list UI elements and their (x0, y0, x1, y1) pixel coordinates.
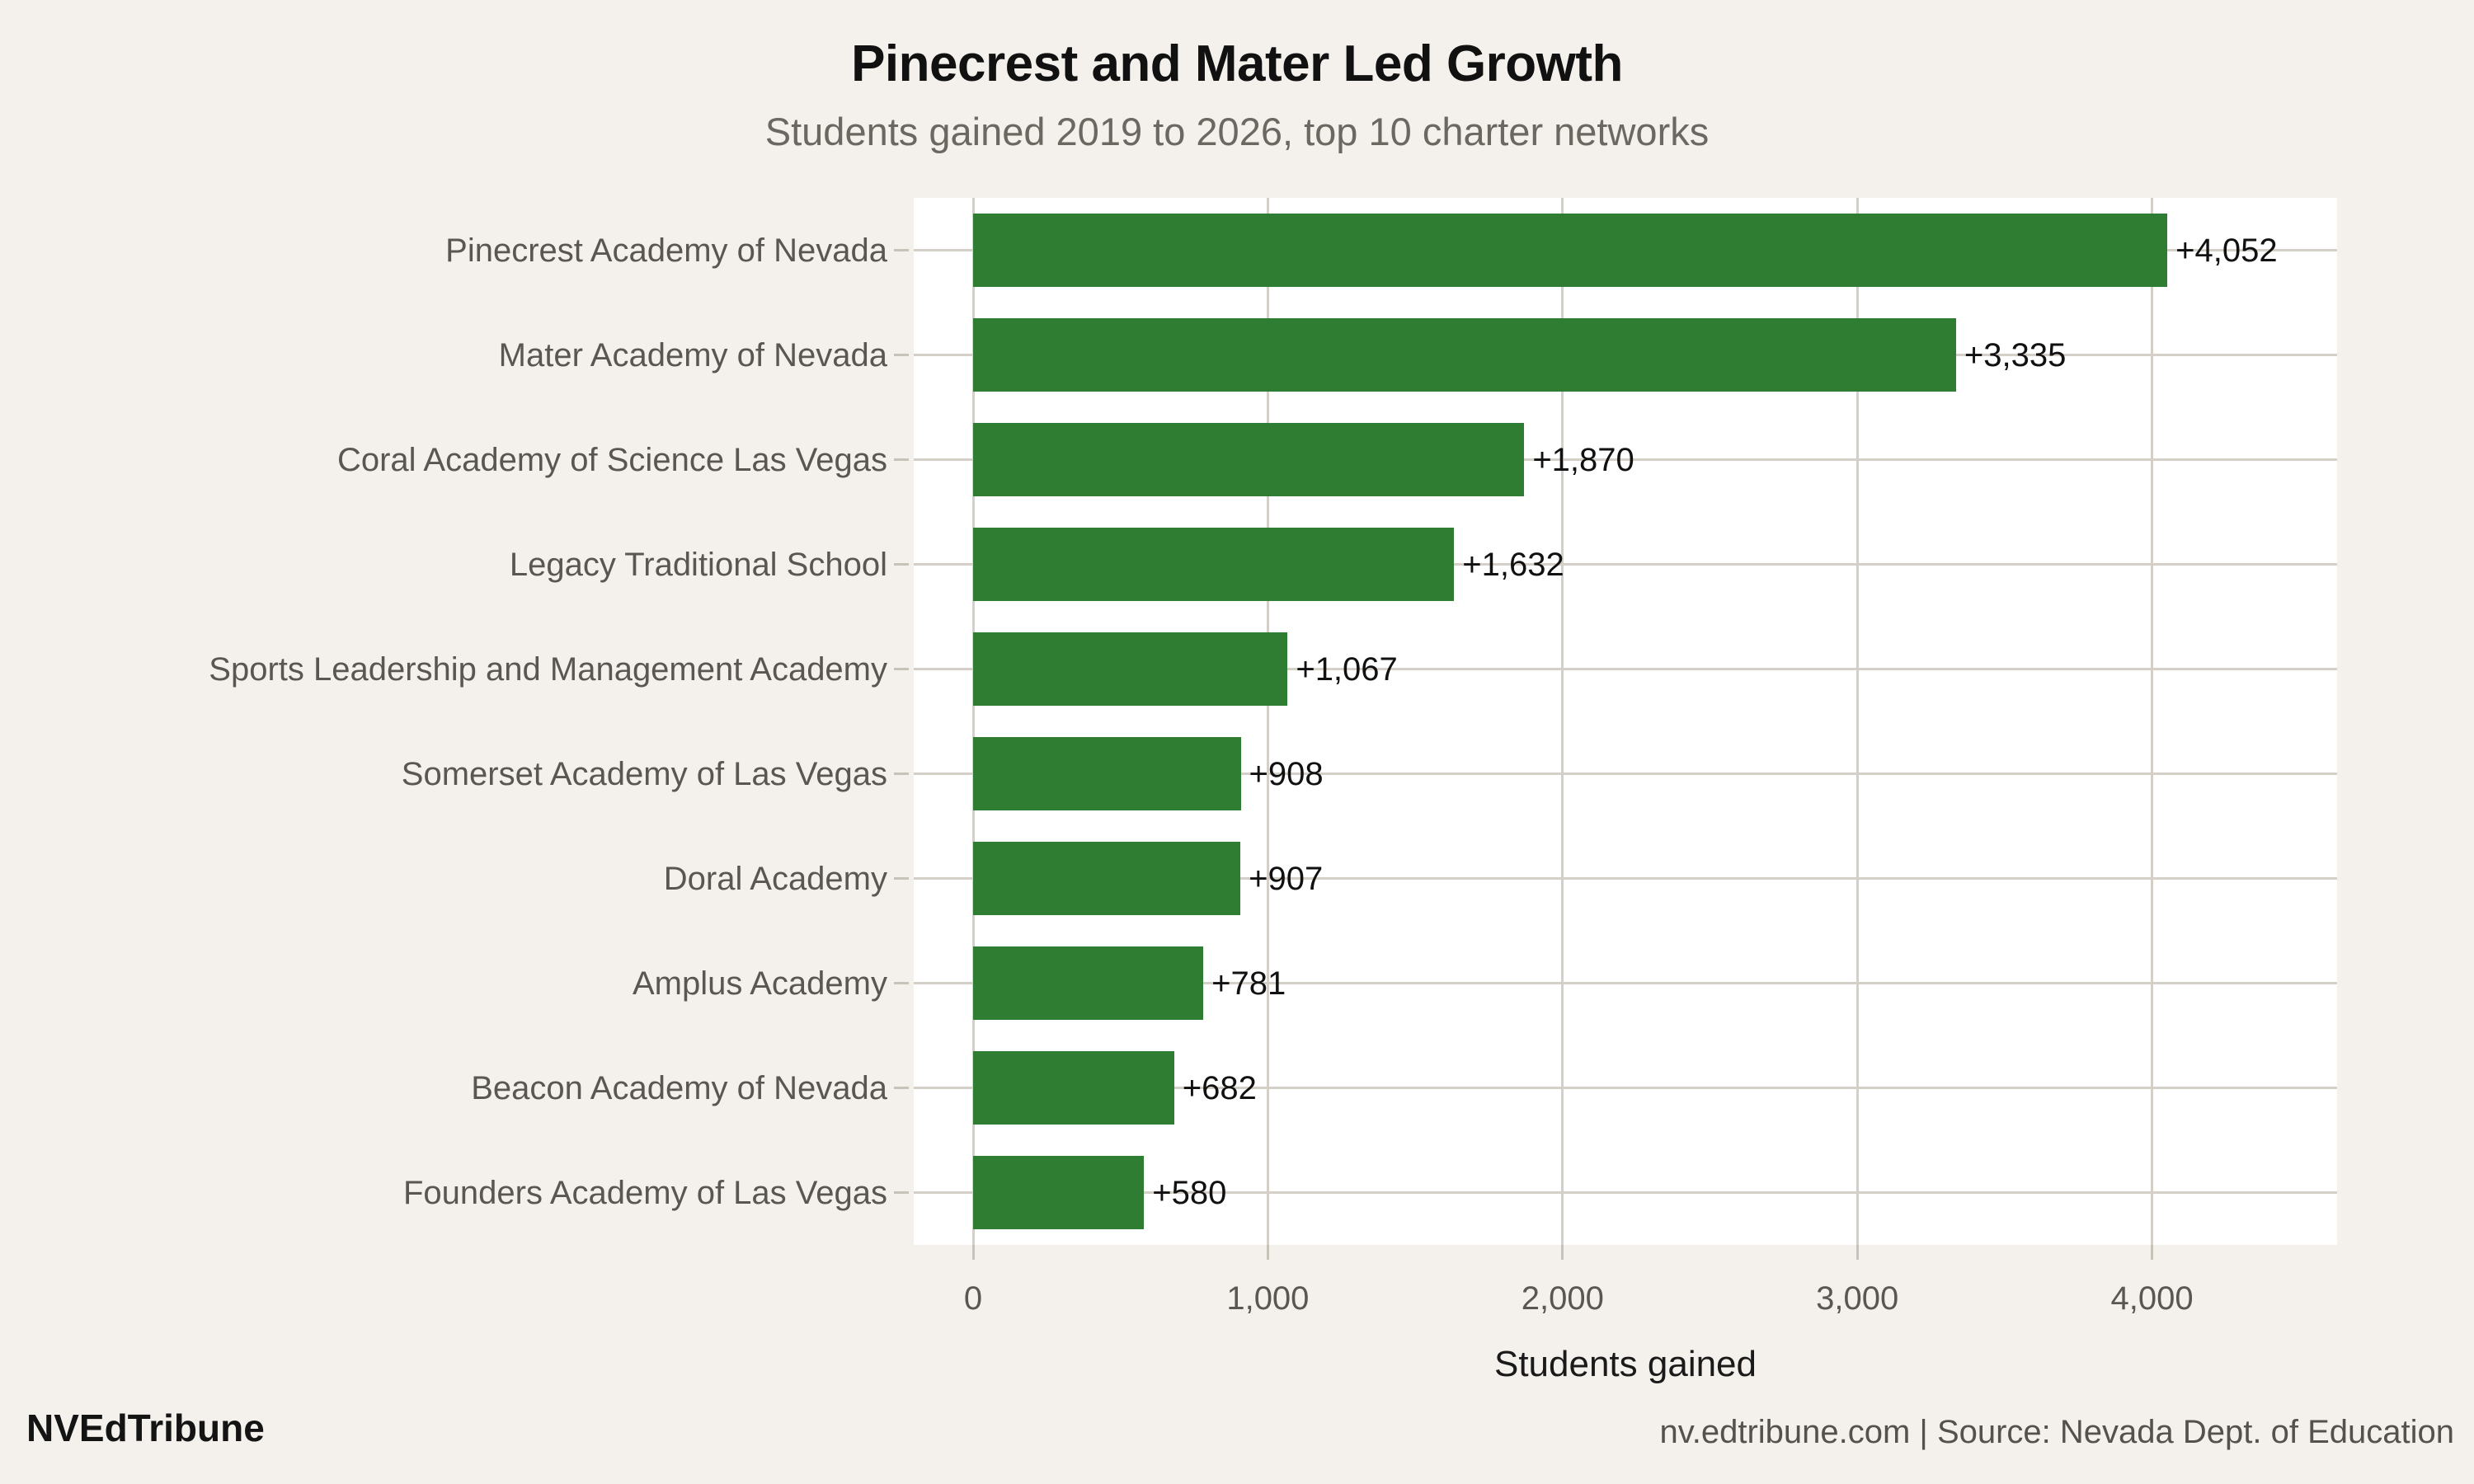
y-tick-label: Beacon Academy of Nevada (471, 1069, 887, 1106)
gridline-horizontal (914, 668, 2337, 670)
bar-value-label: +1,632 (1462, 546, 1564, 583)
bar-value-label: +781 (1211, 965, 1286, 1002)
gridline-vertical (1266, 198, 1269, 1245)
gridline-vertical (2151, 198, 2154, 1245)
bar-value-label: +580 (1152, 1174, 1227, 1211)
gridline-vertical (971, 198, 975, 1245)
y-tick-mark (894, 668, 909, 670)
y-tick-mark (894, 773, 909, 775)
x-tick-label: 2,000 (1521, 1280, 1604, 1317)
gridline-horizontal (914, 982, 2337, 984)
gridline-horizontal (914, 877, 2337, 880)
x-tick-label: 4,000 (2110, 1280, 2194, 1317)
x-tick-mark (971, 1245, 975, 1260)
y-tick-mark (894, 354, 909, 356)
y-tick-label: Coral Academy of Science Las Vegas (336, 441, 887, 478)
chart-subtitle: Students gained 2019 to 2026, top 10 cha… (764, 110, 1710, 153)
y-tick-mark (894, 563, 909, 566)
bar[interactable] (973, 1156, 1145, 1229)
y-tick-label: Legacy Traditional School (509, 546, 887, 583)
chart-title: Pinecrest and Mater Led Growth (851, 35, 1623, 92)
y-tick-label: Somerset Academy of Las Vegas (401, 755, 887, 792)
y-tick-label: Sports Leadership and Management Academy (209, 650, 887, 688)
bar[interactable] (973, 528, 1455, 601)
bar[interactable] (973, 737, 1241, 810)
gridline-vertical (1856, 198, 1859, 1245)
bar-value-label: +1,067 (1296, 650, 1398, 688)
bar-value-label: +907 (1249, 860, 1324, 897)
gridline-vertical (1561, 198, 1564, 1245)
x-tick-label: 3,000 (1816, 1280, 1899, 1317)
bar[interactable] (973, 842, 1241, 915)
bar-value-label: +4,052 (2175, 232, 2278, 269)
y-axis-labels: Pinecrest Academy of Nevada Mater Academy… (0, 198, 887, 1245)
y-tick-mark (894, 982, 909, 984)
y-tick-mark (894, 877, 909, 880)
y-tick-label: Founders Academy of Las Vegas (402, 1174, 887, 1211)
y-tick-label: Doral Academy (663, 860, 887, 897)
x-tick-label: 1,000 (1226, 1280, 1310, 1317)
x-tick-mark (1561, 1245, 1564, 1260)
y-tick-label: Pinecrest Academy of Nevada (445, 232, 887, 269)
y-tick-label: Mater Academy of Nevada (498, 336, 887, 373)
gridline-horizontal (914, 1087, 2337, 1089)
y-tick-mark (894, 1191, 909, 1194)
bar[interactable] (973, 632, 1288, 706)
footer-brand: NVEdTribune (26, 1407, 265, 1449)
bar-value-label: +682 (1182, 1069, 1257, 1106)
bar[interactable] (973, 1051, 1174, 1125)
x-tick-label: 0 (963, 1280, 983, 1317)
bar[interactable] (973, 423, 1525, 496)
plot-panel: +4,052 +3,335 +1,870 +1,632 +1,067 +908 +907 +7… (914, 198, 2337, 1245)
bar[interactable] (973, 946, 1204, 1020)
x-axis-title: Students gained (1493, 1344, 1757, 1384)
bar[interactable] (973, 318, 1956, 392)
gridline-horizontal (914, 773, 2337, 775)
bar[interactable] (973, 214, 2168, 287)
bar-value-label: +908 (1249, 755, 1324, 792)
x-tick-mark (1266, 1245, 1269, 1260)
y-tick-mark (894, 249, 909, 251)
footer-source: nv.edtribune.com | Source: Nevada Dept. … (1659, 1414, 2454, 1450)
x-tick-mark (2151, 1245, 2154, 1260)
y-tick-mark (894, 458, 909, 461)
bar-value-label: +3,335 (1964, 336, 2067, 373)
gridline-horizontal (914, 563, 2337, 566)
y-tick-label: Amplus Academy (632, 965, 887, 1002)
x-tick-mark (1856, 1245, 1859, 1260)
gridline-horizontal (914, 1191, 2337, 1194)
bar-value-label: +1,870 (1532, 441, 1634, 478)
y-tick-mark (894, 1087, 909, 1089)
gridline-horizontal (914, 458, 2337, 461)
